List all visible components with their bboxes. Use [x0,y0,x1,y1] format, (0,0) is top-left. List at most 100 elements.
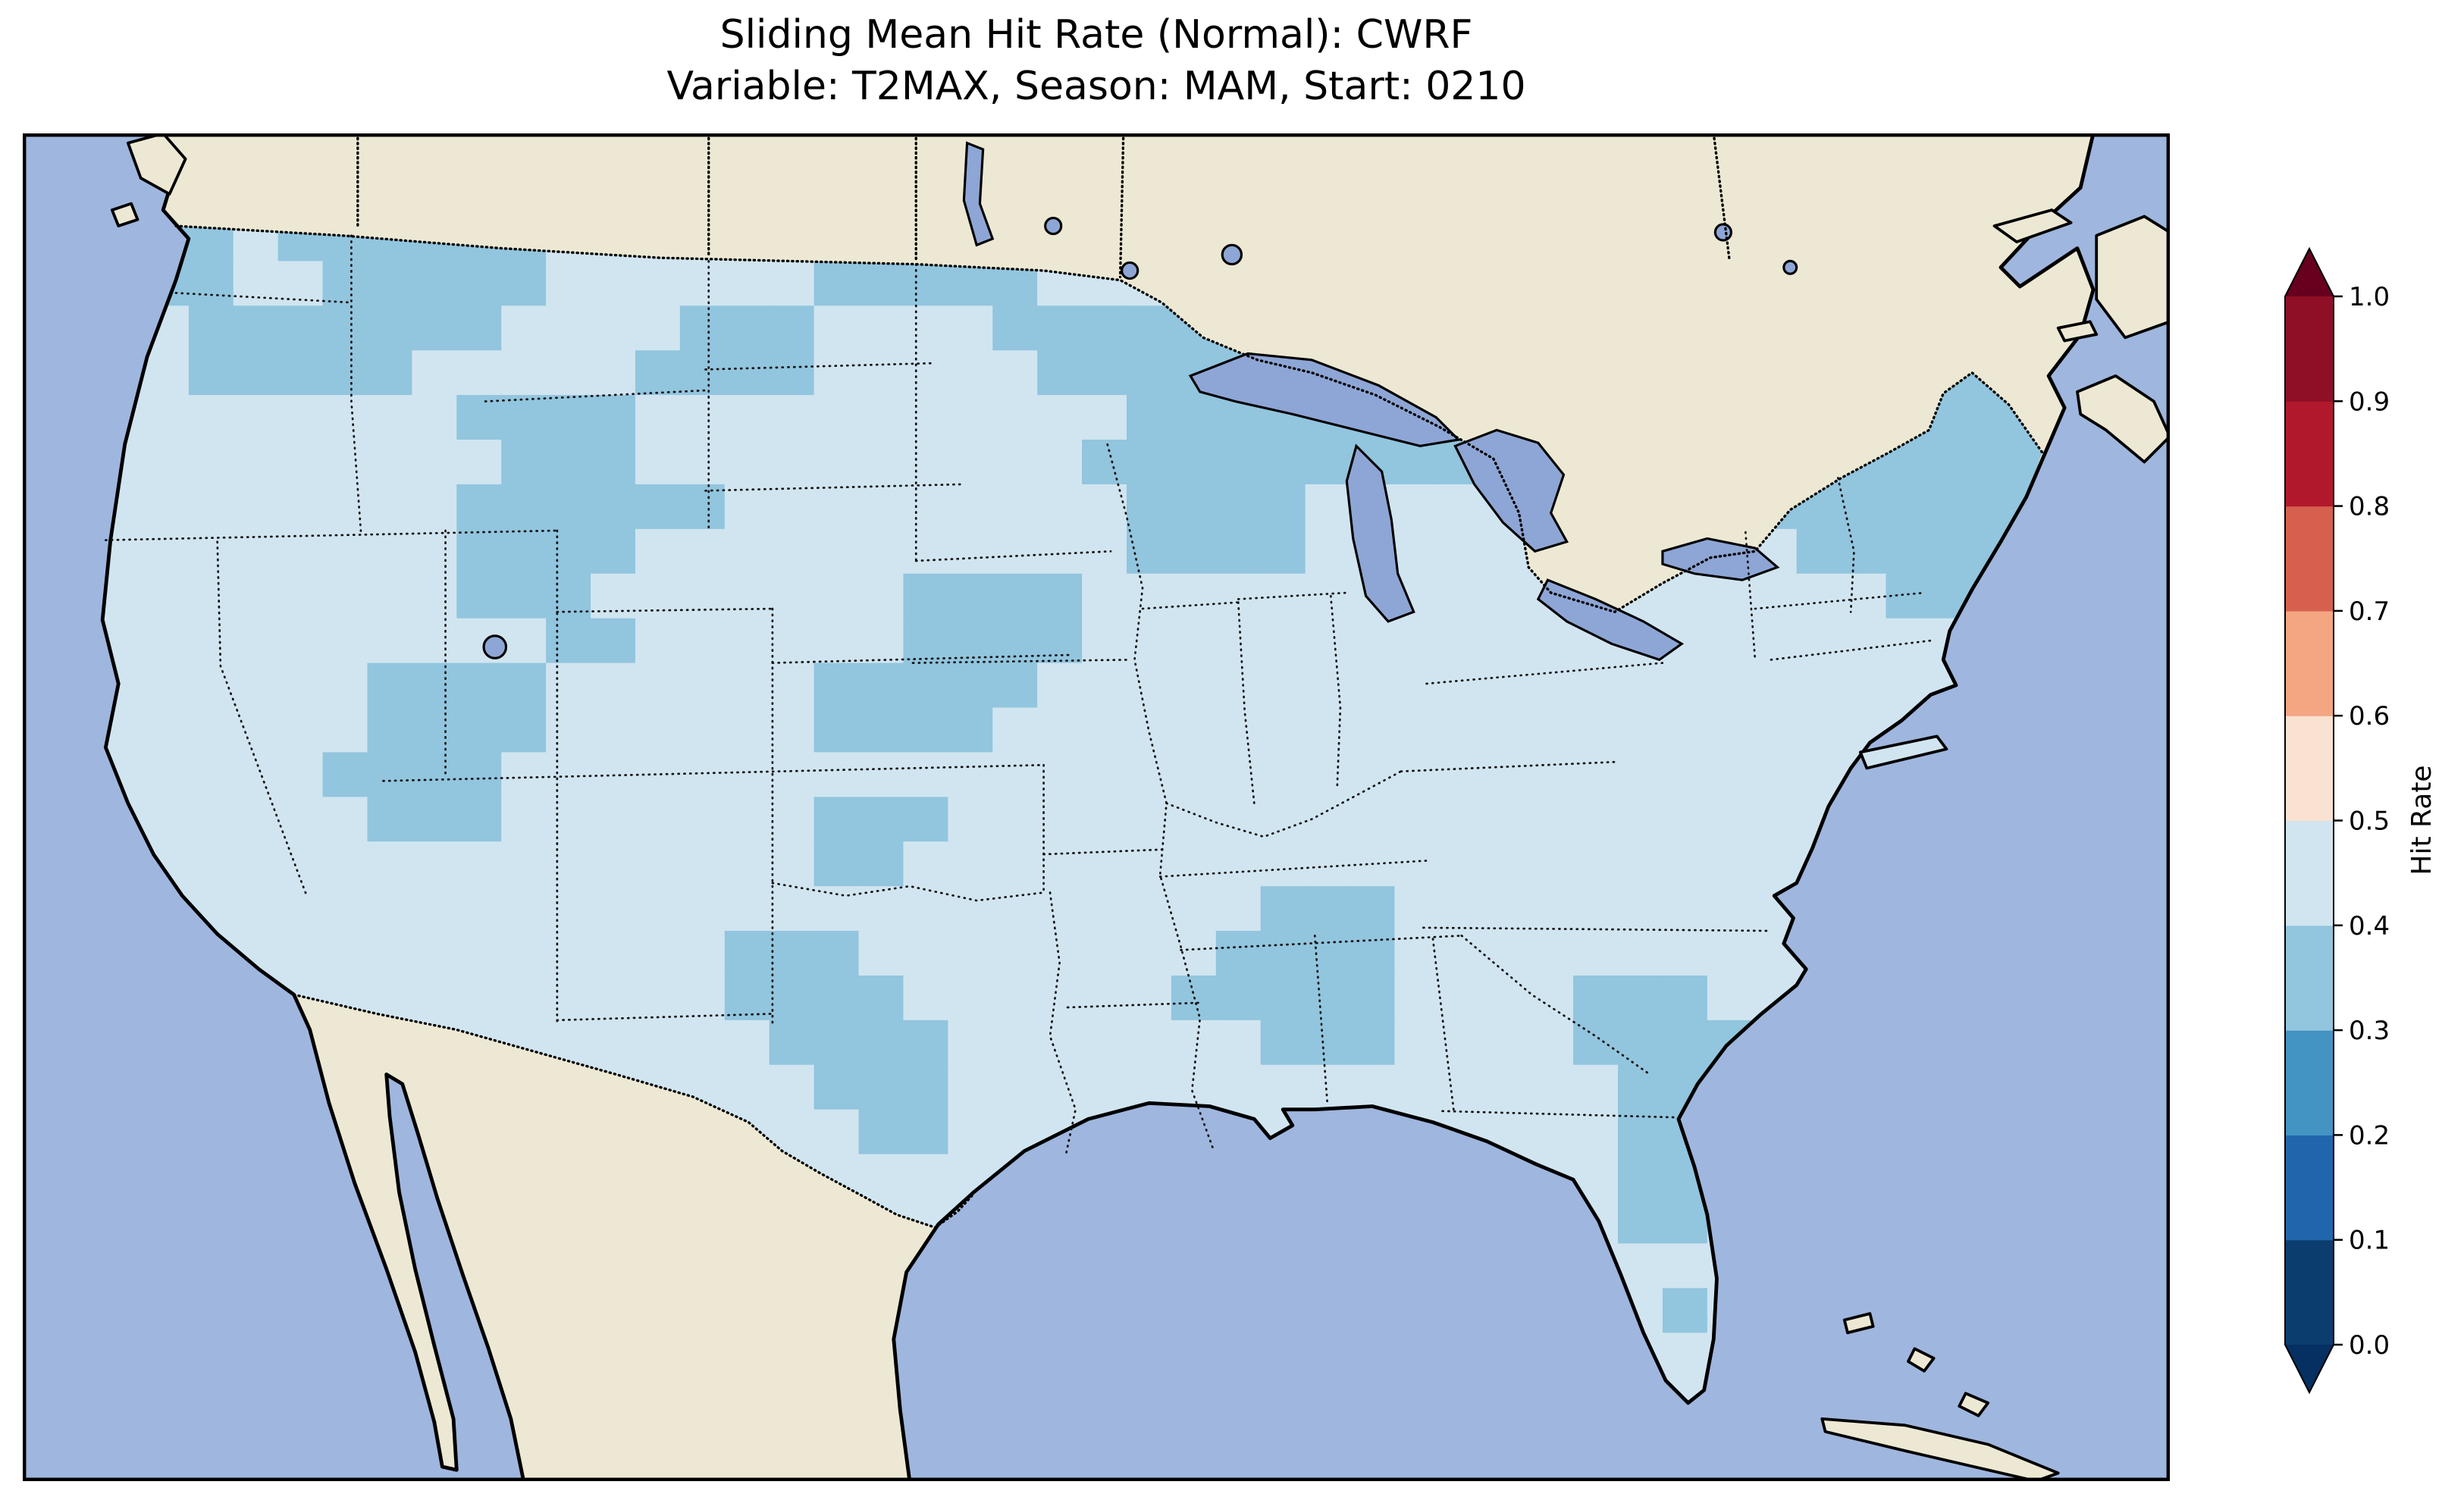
grid-cell [501,931,547,976]
grid-cell [814,976,860,1021]
grid-cell [903,395,948,440]
grid-cell [1216,1020,1262,1066]
grid-cell [770,707,815,753]
grid-cell [1171,574,1217,619]
grid-cell [412,797,457,842]
grid-cell [501,752,547,797]
grid-cell [1082,350,1127,396]
grid-cell [1439,886,1484,932]
lake-small-2 [1122,262,1138,278]
grid-cell [144,574,190,619]
grid-cell [1573,976,1619,1021]
grid-cell [770,350,815,396]
grid-cell [1350,886,1396,932]
colorbar-bins [2285,249,2334,1392]
grid-cell [546,529,591,575]
grid-cell [680,663,726,709]
us-map [23,133,2170,1481]
grid-cell [1707,976,1753,1021]
grid-cell [323,305,368,351]
grid-cell [1484,1065,1529,1110]
grid-cell [1439,797,1484,842]
grid-cell [770,574,815,619]
grid-cell [367,663,412,709]
colorbar-tick-label: 0.0 [2349,1330,2390,1361]
grid-cell [1171,886,1217,932]
grid-cell [1306,931,1351,976]
grid-cell [1484,976,1529,1021]
grid-cell [367,350,412,396]
grid-cell [591,261,636,306]
grid-cell [1484,886,1529,932]
grid-cell [1037,663,1083,709]
grid-cell [680,261,726,306]
grid-cell [1573,1110,1619,1155]
grid-cell [1127,305,1172,351]
grid-cell [948,707,993,753]
grid-cell [1930,484,1976,530]
grid-cell [546,484,591,530]
grid-cell [992,797,1038,842]
grid-cell [1618,1065,1663,1110]
grid-cell [189,752,234,797]
grid-cell [1082,440,1127,485]
grid-cell [992,1065,1038,1110]
grid-cell [992,707,1038,753]
grid-cell [725,931,770,976]
grid-cell [1261,663,1306,709]
grid-cell [1037,886,1083,932]
grid-cell [367,707,412,753]
grid-cell [1528,931,1574,976]
grid-cell [1439,976,1484,1021]
grid-cell [1439,619,1484,664]
grid-cell [1037,305,1083,351]
grid-cell [903,440,948,485]
grid-cell [591,484,636,530]
grid-cell [1618,707,1663,753]
grid-cell [501,886,547,932]
grid-cell [992,529,1038,575]
grid-cell [1707,752,1753,797]
grid-cell [546,886,591,932]
grid-cell [725,707,770,753]
grid-cell [1618,752,1663,797]
grid-cell [725,529,770,575]
grid-cell [814,663,860,709]
grid-cell [1216,707,1262,753]
grid-cell [1394,886,1440,932]
grid-cell [591,350,636,396]
grid-cell [1171,529,1217,575]
grid-cell [1394,1065,1440,1110]
grid-cell [770,797,815,842]
grid-cell [1216,931,1262,976]
grid-cell [1797,574,1842,619]
grid-cell [546,261,591,306]
grid-cell [1394,619,1440,664]
grid-cell [278,305,324,351]
grid-cell [814,529,860,575]
grid-cell [1216,529,1262,575]
grid-cell [234,886,279,932]
grid-cell [1797,752,1842,797]
grid-cell [323,350,368,396]
grid-cell [1573,1065,1619,1110]
grid-cell [1618,1020,1663,1066]
grid-cell [412,976,457,1021]
grid-cell [1171,395,1217,440]
grid-cell [1306,1020,1351,1066]
grid-cell [1306,529,1351,575]
colorbar-tick-label: 0.8 [2349,492,2390,522]
colorbar-bin [2285,1240,2334,1345]
grid-cell [1261,529,1306,575]
grid-cell [144,752,190,797]
grid-cell [1618,1199,1663,1245]
grid-cell [1261,931,1306,976]
grid-cell [1663,797,1708,842]
grid-cell [1707,886,1753,932]
grid-cell [903,976,948,1021]
grid-cell [234,841,279,887]
grid-cell [456,395,502,440]
grid-cell [1171,1020,1217,1066]
grid-cell [635,931,681,976]
grid-cell [1261,1065,1306,1110]
